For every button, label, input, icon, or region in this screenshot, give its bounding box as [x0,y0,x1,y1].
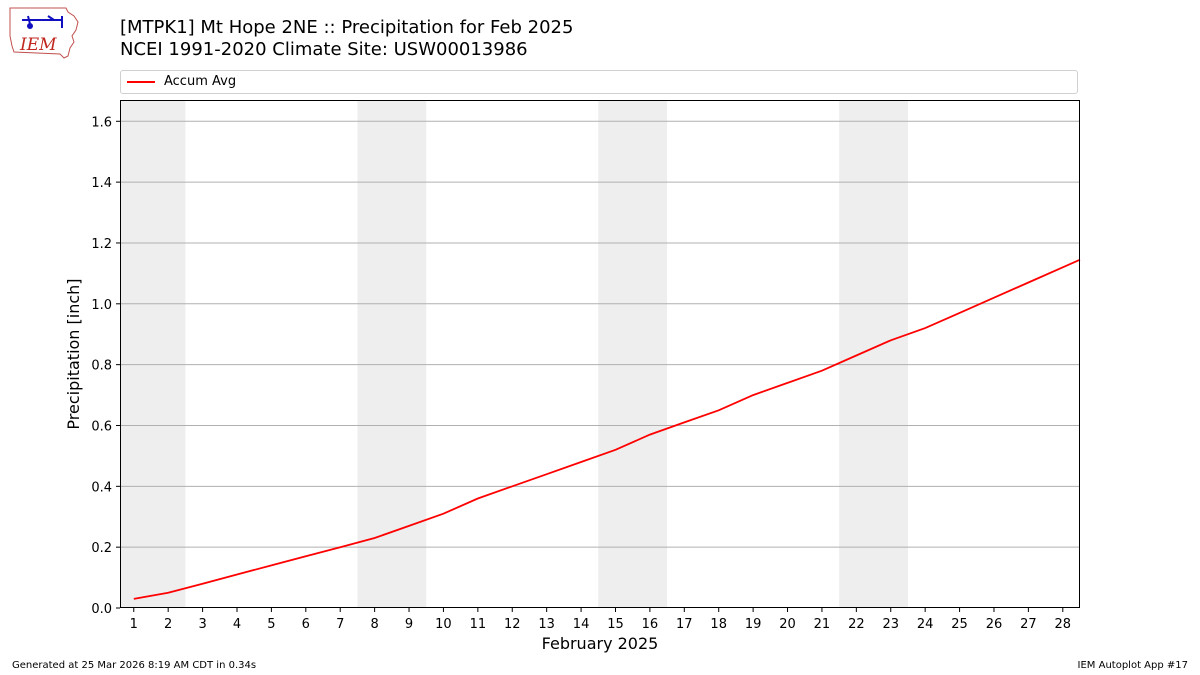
legend-label-accum-avg: Accum Avg [164,74,237,89]
y-tick-label: 0.0 [91,602,112,617]
x-tick-label: 4 [233,617,241,632]
x-tick-label: 21 [814,617,831,632]
y-axis-ticks: 0.0 0.2 0.4 0.6 0.8 1.0 1.2 1.4 1.6 [91,115,120,617]
y-tick-label: 1.2 [91,237,112,252]
y-tick-label: 1.0 [91,298,112,313]
x-tick-label: 12 [504,617,521,632]
x-tick-label: 24 [917,617,934,632]
title-line-1: [MTPK1] Mt Hope 2NE :: Precipitation for… [120,17,574,38]
legend-swatch-accum-avg [127,81,155,83]
y-tick-label: 0.8 [91,359,112,374]
x-tick-label: 7 [336,617,344,632]
y-tick-label: 1.6 [91,115,112,130]
x-tick-label: 15 [607,617,624,632]
x-tick-label: 6 [302,617,310,632]
x-tick-label: 16 [642,617,659,632]
y-tick-label: 1.4 [91,176,112,191]
x-tick-label: 17 [676,617,693,632]
x-tick-label: 2 [164,617,172,632]
x-tick-label: 20 [779,617,796,632]
x-tick-label: 23 [882,617,899,632]
x-tick-label: 22 [848,617,865,632]
x-tick-label: 10 [435,617,452,632]
x-tick-label: 11 [470,617,487,632]
grid-lines [120,120,1080,548]
x-tick-label: 18 [710,617,727,632]
weekend-band [598,100,668,608]
app-credit: IEM Autoplot App #17 [1077,660,1188,671]
x-tick-label: 26 [986,617,1003,632]
weekend-bands [120,100,908,608]
iowa-outline-icon [9,7,79,59]
y-tick-label: 0.2 [91,541,112,556]
y-axis-label: Precipitation [inch] [64,278,83,429]
plot-frame [120,100,1080,608]
generated-timestamp: Generated at 25 Mar 2026 8:19 AM CDT in … [12,660,257,671]
x-tick-label: 8 [370,617,378,632]
x-tick-label: 25 [951,617,968,632]
x-tick-label: 19 [745,617,762,632]
x-axis-label: February 2025 [542,634,659,653]
y-tick-label: 0.6 [91,419,112,434]
x-tick-label: 13 [538,617,555,632]
x-tick-label: 9 [405,617,413,632]
iem-logo: IEM [8,6,80,60]
logo-text: IEM [19,35,57,55]
x-axis-ticks: 1 2 3 4 5 6 7 8 9 10 11 12 13 14 15 16 17 18 19 20 21 22 23 24 2… [130,608,1071,632]
x-tick-label: 3 [198,617,206,632]
title-line-2: NCEI 1991-2020 Climate Site: USW00013986 [120,39,528,60]
weekend-band [839,100,908,608]
x-tick-label: 1 [130,617,138,632]
series-group [133,258,1081,600]
weather-station-icon [22,15,63,28]
x-tick-label: 27 [1020,617,1037,632]
y-tick-label: 0.4 [91,480,112,495]
x-tick-label: 14 [573,617,590,632]
chart-title: [MTPK1] Mt Hope 2NE :: Precipitation for… [120,17,573,61]
weekend-band [120,100,186,608]
x-tick-label: 28 [1055,617,1072,632]
series-line-accum-avg [133,258,1081,600]
x-tick-label: 5 [267,617,275,632]
legend: Accum Avg [120,70,1078,94]
